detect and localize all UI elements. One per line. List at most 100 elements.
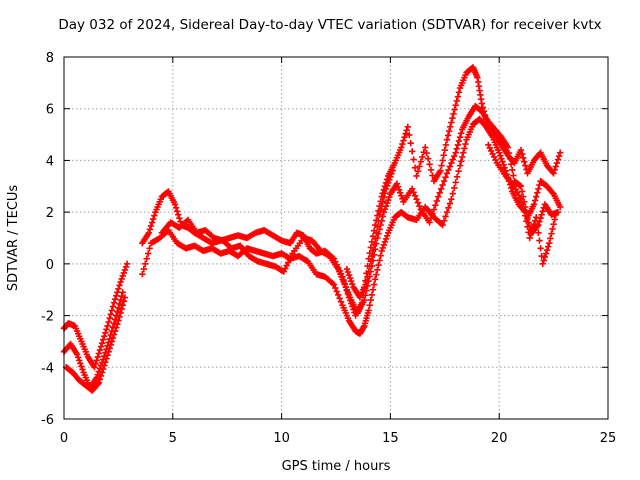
data-point [173,208,181,215]
data-point [123,260,131,268]
data-point [78,363,85,370]
y-tick-label: 0 [46,258,54,273]
data-point [119,289,126,296]
data-point [433,197,441,205]
data-point [381,189,389,197]
data-point [396,189,404,196]
data-point [368,252,376,260]
data-point [442,174,449,181]
data-point [516,182,524,189]
data-point [345,271,353,279]
data-point [449,156,456,163]
data-point [445,127,453,135]
y-axis-label: SDTVAR / TECUs [6,185,21,292]
data-point [499,158,506,165]
data-point [385,196,392,204]
data-point [555,152,563,160]
x-tick-label: 25 [600,431,617,446]
data-point [365,268,372,275]
data-point [531,197,539,204]
data-point [400,137,407,144]
data-point [460,149,467,156]
data-point [455,168,462,175]
data-point [446,163,454,170]
data-point [106,345,113,352]
data-point [459,153,466,161]
data-point [517,183,525,190]
data-point [410,189,417,196]
data-point [451,184,458,192]
data-point [519,154,527,162]
data-point [539,208,546,215]
data-point [109,334,117,342]
data-point [366,263,373,270]
data-point [441,146,448,154]
data-point [97,343,105,350]
data-point [73,351,81,358]
data-point [111,295,119,303]
data-point [410,156,417,163]
data-point [449,190,456,197]
data-point [456,133,464,141]
data-point [411,192,419,199]
data-point [530,201,538,208]
data-point [413,196,420,203]
data-point [437,167,444,174]
data-point [535,185,542,193]
data-point [530,221,538,228]
data-point [94,353,101,361]
data-point [446,200,454,207]
data-point [380,208,388,216]
data-point [442,141,450,149]
data-point [110,299,118,306]
data-point [333,288,340,295]
data-point [447,123,454,131]
data-point [381,238,389,246]
data-point [383,199,391,207]
data-point [532,193,540,200]
y-tick-labels: -6 -4 -2 0 2 4 6 8 [41,51,54,428]
x-tick-label: 5 [169,431,177,446]
data-point [95,368,103,375]
data-point [517,146,525,154]
data-point [101,362,108,369]
data-point [370,241,378,249]
data-point [379,244,386,252]
data-point [395,186,403,193]
data-point [416,163,423,170]
data-point [374,266,381,274]
data-point [367,296,375,304]
data-point [368,291,376,299]
data-point [440,177,448,185]
data-point [427,166,435,174]
data-point [550,170,557,177]
data-point [439,181,446,189]
data-point [114,289,121,296]
data-point [105,318,112,326]
data-point [522,212,529,219]
data-point [117,278,124,286]
data-point [118,292,125,300]
data-point [377,252,384,259]
data-point [408,185,416,193]
data-point [98,369,106,376]
data-point [455,137,463,145]
data-point [498,155,505,162]
data-point [448,196,455,203]
data-point [371,276,379,283]
data-point [379,213,386,220]
data-point [108,307,116,314]
data-point [370,281,378,288]
data-point [96,376,104,383]
y-tick-label: -2 [41,310,54,325]
data-point [452,102,459,109]
data-point [111,327,119,335]
data-point [541,253,549,261]
data-point [537,245,544,252]
data-point [401,133,408,141]
data-point [399,140,406,148]
x-tick-label: 20 [491,431,508,446]
data-point [531,217,539,224]
data-point [438,162,445,169]
data-point [528,227,536,235]
